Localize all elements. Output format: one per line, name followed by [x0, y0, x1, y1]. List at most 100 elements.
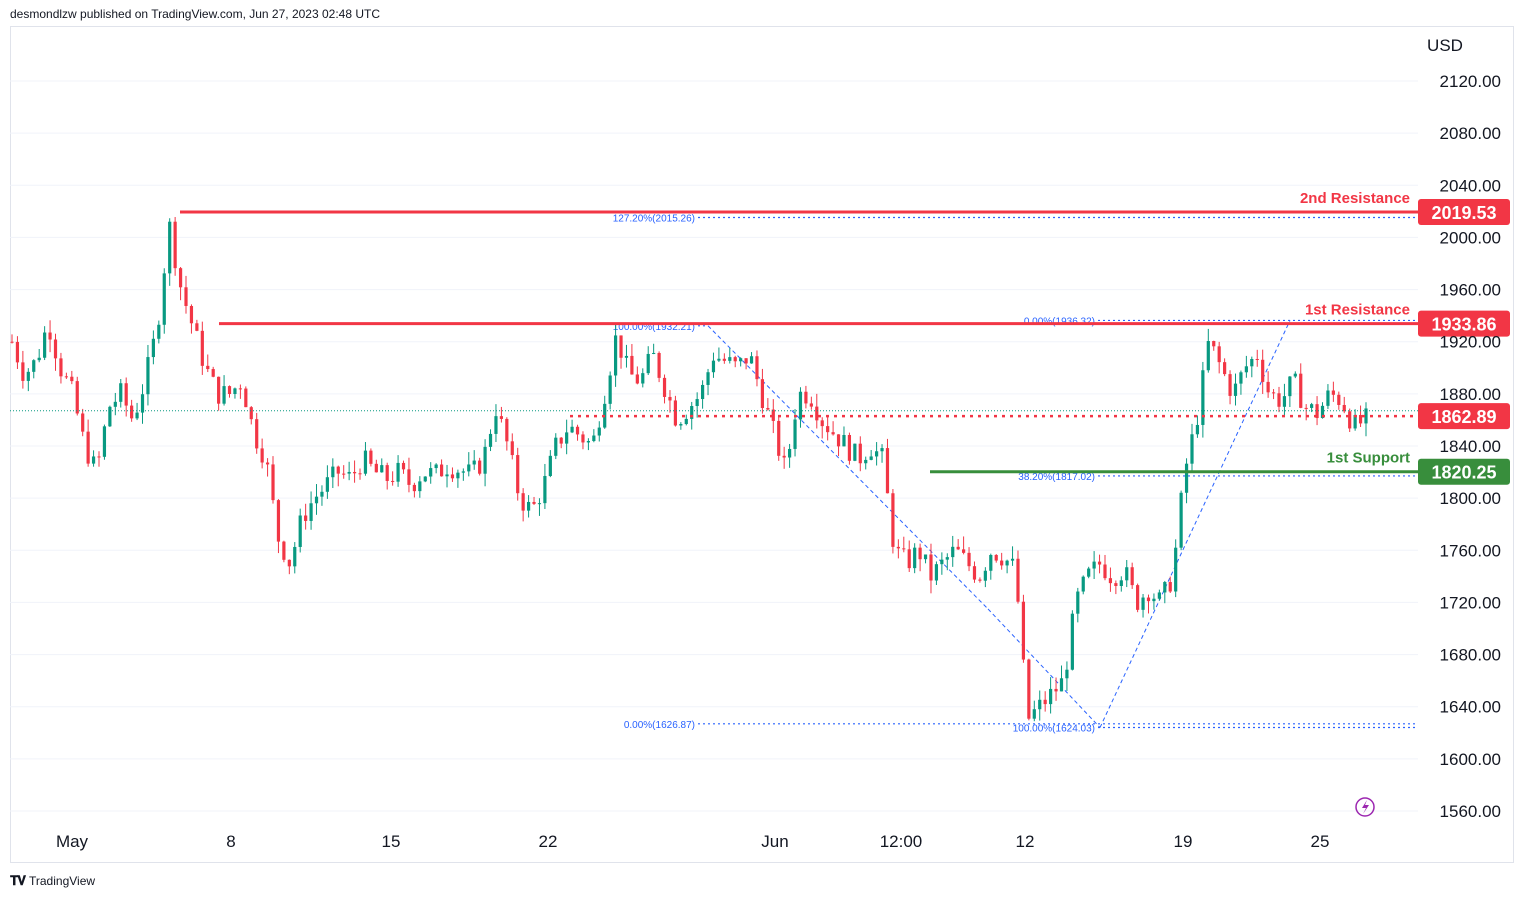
x-tick-label: May — [56, 832, 89, 851]
candle-body — [1217, 346, 1221, 363]
candle-body — [1010, 558, 1015, 561]
candle-body — [1282, 396, 1287, 407]
candle-body — [1223, 362, 1227, 375]
level-name: 2nd Resistance — [1300, 190, 1410, 207]
candle-body — [1326, 390, 1330, 406]
candle-body — [391, 480, 395, 482]
candle-body — [1206, 341, 1210, 371]
candle-body — [244, 388, 248, 408]
candle-body — [86, 431, 90, 464]
footer-brand[interactable]: 𝐓𝐕 TradingView — [10, 873, 95, 889]
candle-body — [1195, 424, 1200, 435]
candle-body — [826, 426, 830, 433]
candle-body — [1146, 597, 1151, 602]
footer-brand-text: TradingView — [29, 874, 96, 888]
candle-body — [331, 466, 335, 478]
candle-body — [521, 493, 525, 511]
candle-body — [684, 418, 688, 425]
y-tick-label: 1840.00 — [1440, 437, 1501, 456]
candle-body — [548, 455, 552, 477]
candle-body — [1059, 678, 1064, 692]
candle-body — [510, 441, 514, 456]
candle-body — [766, 408, 770, 410]
candle-body — [380, 465, 384, 473]
x-tick-label: Jun — [761, 832, 788, 851]
candle-body — [429, 468, 433, 477]
candle-body — [1250, 359, 1254, 367]
y-tick-label: 1880.00 — [1440, 385, 1501, 404]
candle-body — [918, 547, 922, 560]
candle-body — [374, 463, 378, 473]
candle-body — [945, 557, 949, 560]
candle-body — [233, 388, 237, 394]
candle-body — [1266, 381, 1270, 393]
candle-body — [646, 353, 650, 374]
candle-body — [516, 455, 520, 494]
candle-body — [554, 437, 558, 456]
candle-body — [695, 399, 699, 407]
candle-body — [717, 358, 721, 361]
candle-body — [575, 426, 580, 435]
candle-body — [108, 406, 112, 427]
candle-body — [809, 403, 813, 407]
y-tick-label: 2080.00 — [1440, 124, 1501, 143]
candle-body — [1114, 583, 1118, 587]
candle-body — [102, 426, 107, 457]
candle-body — [673, 400, 678, 426]
chart-frame — [10, 26, 1514, 863]
candle-body — [189, 305, 194, 324]
candle-body — [1304, 407, 1308, 409]
candle-body — [494, 416, 498, 434]
y-tick-label: 2040.00 — [1440, 176, 1501, 195]
candle-body — [771, 409, 775, 421]
candle-body — [608, 375, 612, 404]
candle-body — [1141, 597, 1145, 610]
candle-body — [613, 335, 618, 376]
candle-body — [439, 464, 444, 477]
candle-body — [450, 474, 455, 479]
candle-body — [711, 360, 716, 373]
fib-level-label: 100.00%(1932.21) — [613, 322, 695, 333]
candle-body — [32, 360, 36, 372]
level-name: 1st Support — [1327, 450, 1410, 467]
y-tick-label: 1920.00 — [1440, 333, 1501, 352]
candle-body — [227, 386, 232, 394]
y-tick-label: 1760.00 — [1440, 541, 1501, 560]
candle-body — [592, 435, 596, 442]
candle-body — [586, 441, 591, 443]
candle-body — [836, 434, 841, 447]
candle-body — [662, 377, 667, 397]
candle-body — [739, 358, 743, 362]
candle-body — [1179, 492, 1183, 548]
candle-body — [1108, 578, 1113, 584]
candle-body — [831, 432, 835, 435]
x-tick-label: 12 — [1016, 832, 1035, 851]
level-price-label: 1820.25 — [1431, 463, 1496, 483]
x-tick-label: 12:00 — [880, 832, 923, 851]
candle-body — [396, 462, 400, 482]
candle-body — [641, 373, 645, 384]
candle-body — [298, 515, 302, 547]
level-price-tag — [1418, 198, 1510, 225]
fib-retracement-lines: 127.20%(2015.26) 100.00%(1932.21) 0.00%(16… — [613, 214, 1418, 735]
candle-body — [1136, 585, 1140, 610]
candle-body — [1353, 414, 1357, 429]
level-name: 1st Resistance — [1305, 302, 1410, 319]
candle-body — [249, 407, 253, 420]
candle-body — [478, 460, 482, 474]
candle-body — [173, 221, 177, 269]
candle-body — [891, 493, 895, 547]
candle-body — [869, 456, 873, 460]
candle-body — [777, 420, 781, 456]
candle-body — [929, 554, 933, 581]
candle-body — [635, 374, 639, 384]
candle-body — [1103, 564, 1107, 579]
candle-body — [690, 406, 694, 419]
candle-body — [1184, 463, 1189, 493]
candle-body — [728, 357, 732, 361]
candle-body — [1043, 699, 1047, 705]
candle-body — [1255, 359, 1259, 361]
candle-body — [951, 546, 955, 558]
candle-body — [81, 413, 85, 432]
